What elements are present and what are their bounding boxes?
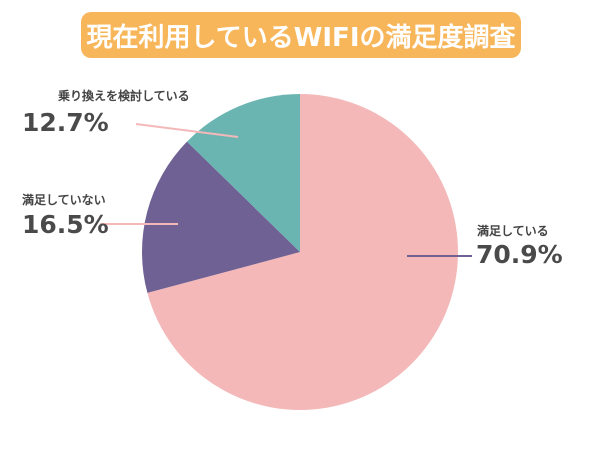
label-value-not-satisfied: 16.5% [22,210,109,239]
label-category-not-satisfied: 満足していない [22,193,106,207]
label-category-satisfied: 満足している [477,224,549,238]
label-category-considering-switch: 乗り換えを検討している [58,89,190,103]
label-value-considering-switch: 12.7% [22,108,109,137]
label-value-satisfied: 70.9% [476,240,563,269]
leader-line-considering-switch [135,123,239,138]
chart-title-banner: 現在利用しているWIFIの満足度調査 [81,12,521,58]
slice-satisfied [147,94,459,410]
slice-not-satisfied [142,141,300,293]
chart-title: 現在利用しているWIFIの満足度調査 [86,22,516,53]
